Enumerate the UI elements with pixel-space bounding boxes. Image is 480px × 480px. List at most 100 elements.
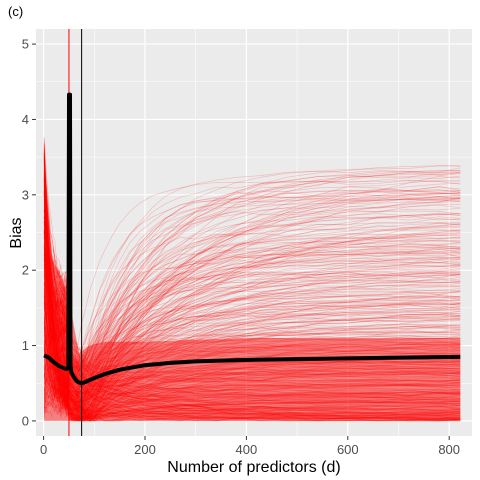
- red-curve: [43, 268, 461, 409]
- red-curve: [43, 187, 461, 399]
- red-curve: [43, 271, 461, 417]
- red-curve: [43, 329, 461, 421]
- red-curve: [43, 343, 461, 414]
- red-curve: [43, 189, 461, 399]
- red-curve: [43, 232, 461, 420]
- red-curve: [43, 172, 461, 398]
- red-curve: [43, 160, 461, 397]
- red-curve: [43, 394, 461, 416]
- red-curve: [43, 252, 461, 411]
- red-curve: [43, 230, 461, 396]
- red-curve: [43, 331, 461, 373]
- red-curve: [43, 159, 461, 420]
- red-curve: [43, 347, 461, 422]
- red-curve: [43, 189, 461, 418]
- red-curve: [43, 250, 461, 417]
- red-curve: [43, 229, 461, 420]
- red-curve: [43, 177, 461, 422]
- red-curve: [43, 301, 461, 417]
- red-curve: [43, 281, 461, 420]
- red-curve: [43, 156, 461, 415]
- red-curve: [43, 189, 461, 397]
- red-curve: [43, 219, 461, 364]
- red-curve: [43, 368, 461, 417]
- red-curve: [43, 161, 461, 415]
- red-curve: [43, 237, 461, 383]
- x-tick-label: 200: [134, 442, 156, 457]
- red-curve: [43, 232, 461, 412]
- red-curve: [43, 239, 461, 417]
- red-curve: [43, 284, 461, 395]
- red-curve: [43, 343, 461, 420]
- red-curve: [43, 169, 461, 418]
- red-curve: [43, 307, 461, 422]
- red-curve: [43, 322, 461, 402]
- red-curve: [43, 274, 461, 379]
- red-curve: [43, 223, 461, 420]
- red-curve: [43, 341, 461, 414]
- red-curve: [43, 348, 461, 420]
- red-curve: [43, 321, 461, 416]
- red-curve: [43, 325, 461, 395]
- red-curve: [43, 404, 461, 422]
- red-curve: [43, 231, 461, 379]
- red-curve: [43, 211, 461, 414]
- red-curve: [43, 348, 461, 402]
- red-curve: [43, 157, 461, 407]
- red-curve: [43, 164, 461, 417]
- red-curve: [43, 349, 461, 401]
- red-curve: [43, 263, 461, 414]
- y-axis-ticks: 0 1 2 3 4 5: [22, 37, 36, 428]
- red-curve: [43, 371, 461, 408]
- red-curve: [43, 207, 461, 421]
- y-tick-label: 2: [22, 263, 29, 278]
- red-curve: [43, 182, 461, 394]
- red-curve: [43, 159, 461, 418]
- red-curve: [43, 153, 461, 420]
- red-curve: [43, 317, 461, 420]
- red-curve: [43, 259, 461, 377]
- red-curve: [43, 257, 461, 404]
- red-curve: [43, 154, 461, 416]
- red-curve: [43, 387, 461, 411]
- x-tick-label: 800: [438, 442, 460, 457]
- red-curve: [43, 155, 461, 384]
- red-curve: [43, 258, 461, 375]
- red-curve: [43, 209, 461, 420]
- red-curve: [43, 152, 461, 418]
- red-curve: [43, 357, 461, 406]
- red-curve: [43, 183, 461, 422]
- red-curve: [43, 367, 461, 396]
- red-curve: [43, 340, 461, 422]
- red-curve: [43, 274, 461, 414]
- red-curve: [44, 350, 461, 404]
- red-curve: [44, 209, 461, 417]
- red-curve: [43, 287, 461, 421]
- red-curve: [43, 298, 461, 412]
- red-curve: [43, 252, 461, 376]
- red-curve: [43, 295, 461, 415]
- red-curve: [43, 290, 461, 392]
- red-curve: [43, 171, 461, 370]
- red-curve: [43, 205, 461, 377]
- red-curve: [43, 365, 461, 411]
- red-curve: [43, 283, 461, 418]
- red-curve: [43, 275, 461, 370]
- red-curve: [43, 291, 461, 412]
- red-curve: [43, 358, 461, 419]
- red-curve: [43, 319, 461, 410]
- red-curve: [43, 236, 461, 368]
- red-curve: [43, 325, 461, 398]
- red-curve: [43, 167, 461, 384]
- red-curve: [43, 375, 461, 400]
- red-curve: [43, 288, 461, 401]
- minor-gridlines: [36, 29, 472, 436]
- red-curve: [43, 153, 461, 406]
- red-curve: [43, 271, 461, 422]
- mean-bias-line: [43, 92, 461, 386]
- red-curve: [43, 322, 461, 391]
- red-curve: [43, 201, 461, 393]
- red-curve: [43, 256, 461, 405]
- red-curve: [43, 156, 461, 392]
- red-curve: [43, 293, 461, 394]
